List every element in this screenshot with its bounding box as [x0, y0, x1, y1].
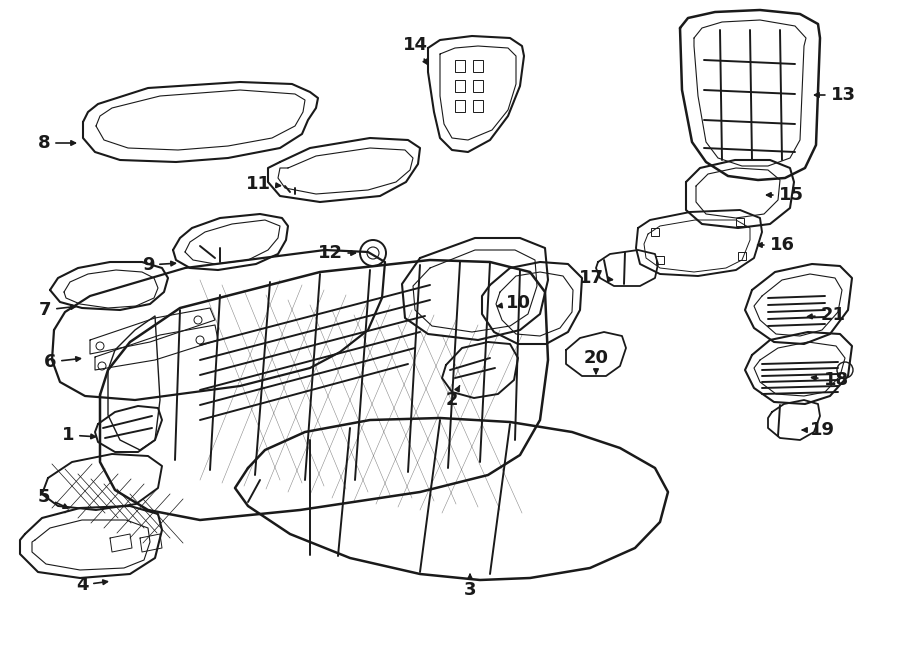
Text: 21: 21 [807, 306, 845, 324]
Text: 18: 18 [812, 371, 849, 389]
Bar [455, 60, 465, 72]
Bar [455, 80, 465, 92]
Text: 13: 13 [814, 86, 856, 104]
Bar [455, 100, 465, 112]
Text: 19: 19 [803, 421, 834, 439]
Text: 12: 12 [318, 244, 356, 262]
Text: 6: 6 [44, 353, 80, 371]
Text: 1: 1 [62, 426, 95, 444]
Text: 16: 16 [758, 236, 795, 254]
Bar [656, 256, 664, 264]
Text: 15: 15 [767, 186, 804, 204]
Text: 14: 14 [402, 36, 428, 64]
Text: 7: 7 [39, 301, 76, 319]
Text: 8: 8 [38, 134, 76, 152]
Bar [473, 60, 483, 72]
Bar [651, 228, 659, 236]
Text: 5: 5 [38, 488, 68, 508]
Text: 20: 20 [583, 349, 608, 373]
Bar [473, 100, 483, 112]
Text: 17: 17 [579, 269, 612, 287]
Text: 3: 3 [464, 575, 476, 599]
Text: 9: 9 [142, 256, 176, 274]
Bar [473, 80, 483, 92]
Text: 10: 10 [498, 294, 530, 312]
Bar [736, 218, 744, 226]
Text: 2: 2 [446, 386, 460, 409]
Text: 11: 11 [246, 175, 281, 193]
Text: 4: 4 [76, 576, 107, 594]
Bar [738, 252, 746, 260]
